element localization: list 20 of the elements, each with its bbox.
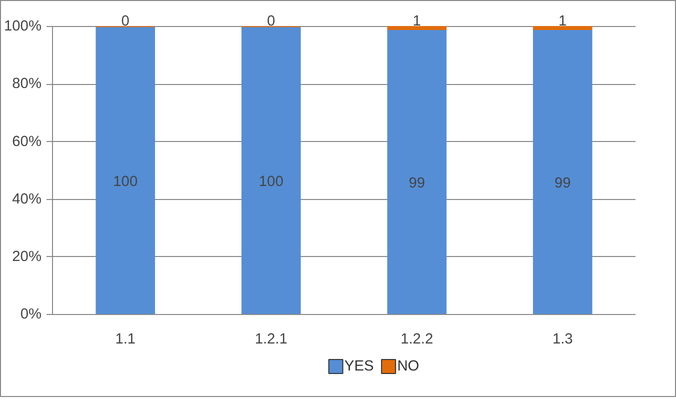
data-label: 99 — [554, 176, 571, 192]
data-label: 1 — [412, 14, 421, 30]
data-label: 100 — [258, 174, 284, 190]
y-tick-label: 40% — [12, 191, 42, 208]
x-tick-label: 1.1 — [115, 332, 136, 348]
data-label: 0 — [121, 14, 130, 30]
data-label: 99 — [408, 176, 426, 192]
y-tick-label: 60% — [12, 134, 42, 150]
data-label: 1 — [558, 14, 567, 30]
y-tick-label: 20% — [12, 248, 42, 265]
x-tick-label: 1.2.2 — [400, 332, 434, 348]
legend-label: NO — [397, 358, 420, 374]
data-label: 0 — [267, 14, 276, 30]
y-tick-label: 80% — [12, 76, 42, 92]
y-tick-label: 100% — [4, 18, 42, 35]
legend-label: YES — [344, 358, 374, 374]
data-label: 100 — [113, 174, 138, 190]
x-tick-label: 1.2.1 — [254, 332, 288, 348]
x-tick-label: 1.3 — [552, 332, 573, 348]
y-tick-label: 0% — [20, 306, 42, 322]
